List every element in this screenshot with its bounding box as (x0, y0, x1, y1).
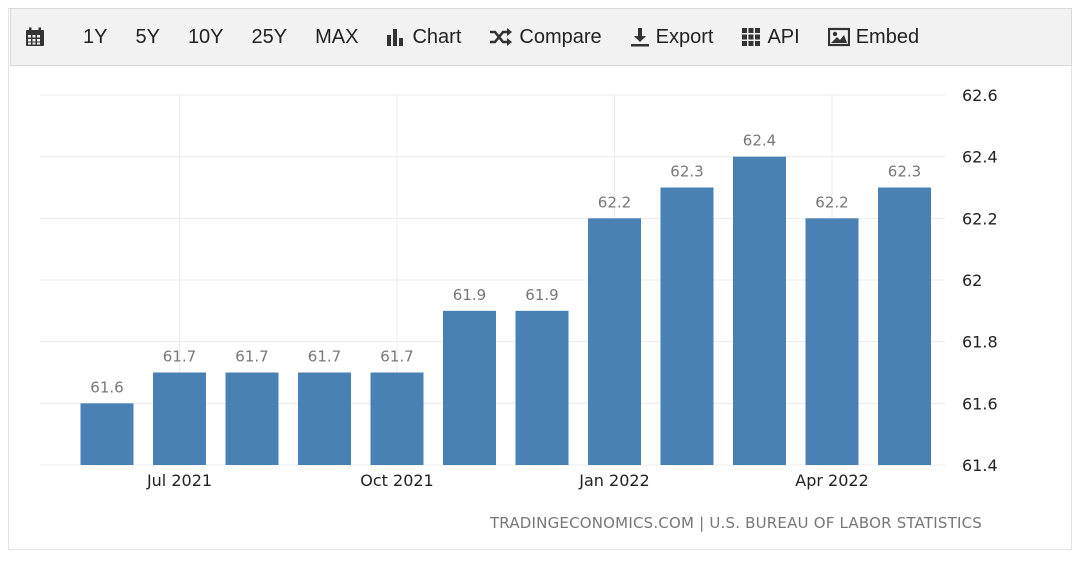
y-tick-label: 61.8 (962, 333, 998, 352)
bar[interactable] (878, 187, 931, 466)
bar[interactable] (443, 310, 496, 465)
bar[interactable] (370, 372, 424, 466)
source-attribution: TRADINGECONOMICS.COM | U.S. BUREAU OF LA… (489, 514, 982, 532)
chart-type-button[interactable]: Chart (372, 9, 475, 65)
bar[interactable] (733, 156, 786, 465)
bar[interactable] (298, 372, 351, 466)
y-tick-label: 62.2 (962, 209, 998, 228)
grid-icon (742, 28, 761, 46)
y-tick-label: 62.4 (962, 148, 998, 167)
chart-type-label: Chart (412, 25, 462, 48)
bar-value-label: 62.3 (670, 163, 703, 181)
bar-value-label: 62.4 (743, 132, 776, 150)
compare-button[interactable]: Compare (475, 9, 615, 65)
y-tick-label: 62 (962, 271, 982, 290)
x-tick-label: Jan 2022 (578, 471, 649, 490)
y-tick-label: 62.6 (962, 86, 998, 105)
bar-value-label: 62.2 (815, 193, 848, 211)
bar-value-label: 61.9 (525, 286, 558, 304)
bar-value-label: 61.9 (453, 286, 486, 304)
x-tick-label: Jul 2021 (146, 471, 212, 490)
bar[interactable] (805, 218, 859, 465)
bar-value-label: 61.7 (163, 348, 196, 366)
range-25y-button[interactable]: 25Y (251, 25, 288, 48)
bar-value-label: 62.3 (888, 163, 921, 181)
toolbar: 1Y 5Y 10Y 25Y MAX Chart Compare Export (10, 8, 1072, 66)
export-label: Export (655, 25, 714, 48)
x-tick-label: Oct 2021 (360, 471, 433, 490)
x-tick-label: Apr 2022 (795, 471, 868, 490)
bar[interactable] (515, 310, 569, 465)
y-tick-label: 61.6 (962, 394, 998, 413)
bar[interactable] (80, 403, 134, 465)
embed-button[interactable]: Embed (814, 9, 933, 65)
download-icon (630, 28, 649, 47)
bar[interactable] (225, 372, 279, 466)
bar-value-label: 62.2 (598, 193, 631, 211)
calendar-button[interactable] (11, 9, 69, 65)
compare-label: Compare (519, 25, 602, 48)
range-5y-button[interactable]: 5Y (135, 25, 160, 48)
api-button[interactable]: API (727, 9, 813, 65)
calendar-icon (26, 27, 44, 46)
image-icon (827, 27, 850, 47)
shuffle-icon (490, 28, 513, 46)
range-max-button[interactable]: MAX (315, 25, 359, 48)
export-button[interactable]: Export (616, 9, 728, 65)
embed-label: Embed (855, 25, 920, 48)
y-tick-label: 61.4 (962, 456, 998, 475)
api-label: API (767, 25, 800, 48)
bar[interactable] (588, 218, 641, 465)
bar-value-label: 61.6 (90, 378, 123, 396)
bar[interactable] (660, 187, 714, 466)
range-1y-button[interactable]: 1Y (83, 25, 108, 48)
bar[interactable] (153, 372, 206, 466)
bar-chart-icon (387, 29, 404, 46)
bar-value-label: 61.7 (308, 348, 341, 366)
bar-value-label: 61.7 (235, 348, 268, 366)
range-10y-button[interactable]: 10Y (187, 25, 224, 48)
bar-value-label: 61.7 (380, 348, 413, 366)
